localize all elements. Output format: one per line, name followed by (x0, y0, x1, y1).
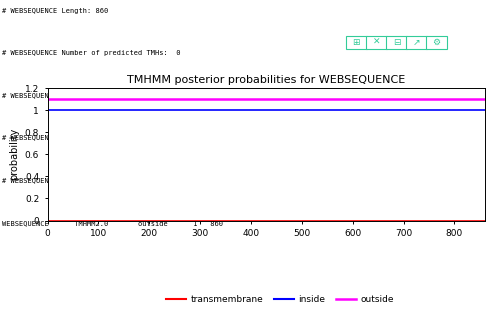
Text: # WEBSEQUENCE Total prob of N-in:   0.00091: # WEBSEQUENCE Total prob of N-in: 0.0009… (2, 178, 185, 184)
FancyBboxPatch shape (386, 36, 407, 49)
Text: # WEBSEQUENCE Length: 860: # WEBSEQUENCE Length: 860 (2, 8, 109, 14)
Text: # WEBSEQUENCE Exp number, first 60 AAs:  0.01466: # WEBSEQUENCE Exp number, first 60 AAs: … (2, 135, 206, 141)
Legend: transmembrane, inside, outside: transmembrane, inside, outside (162, 291, 398, 307)
FancyBboxPatch shape (366, 36, 387, 49)
Title: TMHMM posterior probabilities for WEBSEQUENCE: TMHMM posterior probabilities for WEBSEQ… (127, 75, 406, 85)
Text: # WEBSEQUENCE Number of predicted TMHs:  0: # WEBSEQUENCE Number of predicted TMHs: … (2, 50, 181, 56)
Text: ⊟: ⊟ (393, 38, 400, 47)
Text: ⚙: ⚙ (432, 38, 440, 47)
FancyBboxPatch shape (406, 36, 427, 49)
Text: WEBSEQUENCE      TMHMM2.0       outside      1   860: WEBSEQUENCE TMHMM2.0 outside 1 860 (2, 220, 224, 226)
FancyBboxPatch shape (346, 36, 366, 49)
Text: ✕: ✕ (373, 38, 380, 47)
Text: ↗: ↗ (413, 38, 420, 47)
Text: # WEBSEQUENCE Exp number of AAs in TMHs:  0.02122000000000000001: # WEBSEQUENCE Exp number of AAs in TMHs:… (2, 93, 274, 99)
Y-axis label: probability: probability (9, 128, 19, 180)
Text: ⊞: ⊞ (352, 38, 360, 47)
FancyBboxPatch shape (426, 36, 447, 49)
